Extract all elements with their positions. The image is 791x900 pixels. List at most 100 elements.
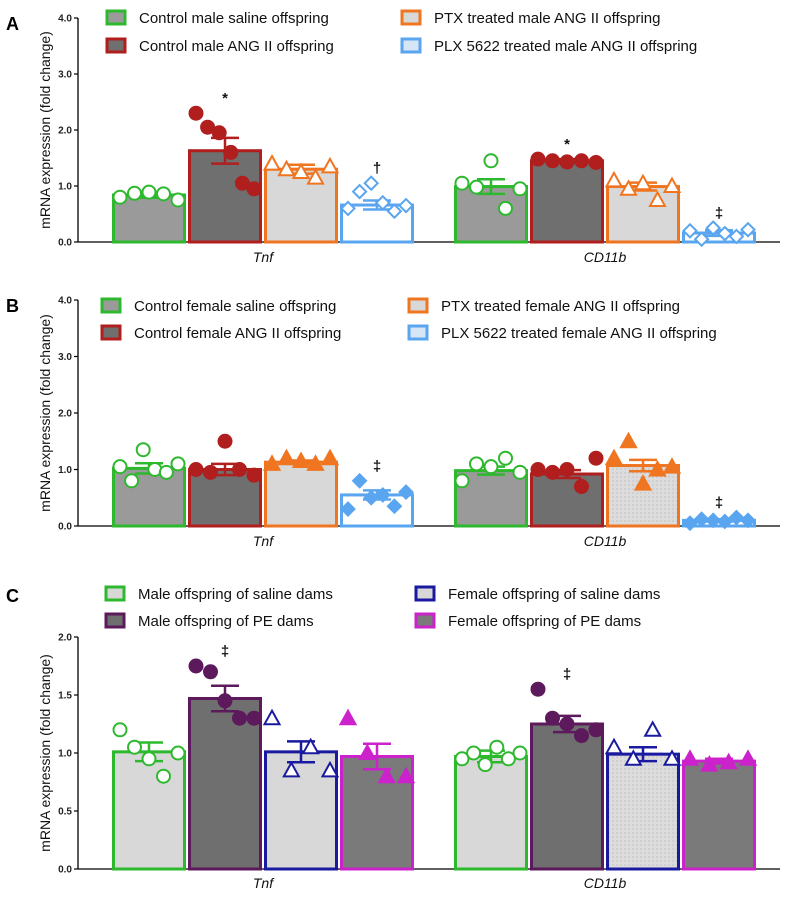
- data-point: [158, 464, 174, 480]
- bar: [606, 752, 680, 871]
- data-point: [156, 186, 171, 202]
- significance-marker: †: [373, 160, 381, 177]
- significance-marker: ‡: [563, 666, 571, 683]
- y-tick-label: 0.0: [58, 238, 72, 249]
- data-point: [500, 751, 516, 767]
- data-point: [530, 462, 546, 477]
- legend-swatch: [400, 37, 422, 54]
- data-point: [217, 693, 233, 709]
- bar: [188, 149, 262, 244]
- data-point: [358, 743, 377, 760]
- data-point: [728, 228, 745, 245]
- data-point: [512, 745, 528, 761]
- bar: [112, 466, 186, 528]
- panel-c: C 0.0 0.5 1.0 1.5 2.0 mRNA expression (fold ch…: [6, 585, 780, 891]
- data-point: [398, 197, 414, 214]
- category-label: Tnf: [253, 249, 275, 265]
- data-point: [232, 462, 247, 477]
- data-point: [662, 749, 682, 766]
- bar: [530, 722, 604, 871]
- significance-marker: *: [222, 90, 228, 107]
- bar: [454, 754, 528, 871]
- data-point: [217, 433, 233, 449]
- significance-marker: ‡: [715, 495, 723, 512]
- legend-label: Female offspring of saline dams: [448, 586, 660, 603]
- bar: [454, 185, 528, 244]
- y-axis-label: mRNA expression (fold change): [37, 314, 53, 512]
- data-point: [135, 442, 151, 458]
- data-point: [545, 464, 560, 480]
- data-point: [740, 512, 756, 529]
- data-point: [693, 511, 710, 528]
- legend-label: Control female ANG II offspring: [134, 325, 341, 342]
- bar: [264, 750, 338, 871]
- data-point: [716, 513, 733, 530]
- legend-label: Control male saline offspring: [139, 10, 329, 27]
- bar: [530, 472, 604, 528]
- data-point: [200, 119, 216, 135]
- legend-swatch: [105, 9, 127, 26]
- data-point: [680, 749, 700, 766]
- data-point: [477, 757, 493, 773]
- data-point: [574, 728, 589, 744]
- data-point: [633, 173, 653, 191]
- data-point: [559, 462, 575, 477]
- data-point: [374, 487, 391, 503]
- category-label: CD11b: [584, 875, 627, 891]
- data-point: [203, 664, 218, 680]
- data-point: [386, 203, 403, 220]
- data-point: [262, 154, 282, 171]
- data-point: [719, 752, 738, 770]
- data-point: [604, 170, 624, 188]
- y-tick-label: 0.5: [58, 807, 72, 818]
- legend-swatch: [100, 297, 122, 314]
- data-point: [188, 105, 204, 121]
- data-point: [246, 181, 262, 197]
- data-point: [483, 459, 499, 475]
- data-point: [211, 125, 227, 141]
- category-label: Tnf: [253, 875, 275, 891]
- data-point: [291, 451, 311, 469]
- data-point: [306, 168, 325, 185]
- significance-marker: *: [564, 136, 570, 153]
- data-point: [643, 720, 662, 737]
- data-point: [619, 431, 638, 449]
- data-point: [170, 456, 186, 472]
- data-point: [483, 153, 499, 169]
- data-point: [454, 473, 470, 489]
- data-point: [320, 760, 340, 778]
- data-point: [619, 179, 638, 196]
- significance-marker: ‡: [715, 205, 723, 222]
- data-point: [512, 181, 528, 197]
- data-point: [728, 509, 745, 526]
- legend-label: Female offspring of PE dams: [448, 613, 641, 630]
- data-point: [530, 151, 546, 167]
- data-point: [682, 222, 698, 239]
- data-point: [559, 154, 575, 170]
- bar: [606, 185, 680, 244]
- data-point: [363, 175, 380, 192]
- data-point: [374, 194, 391, 211]
- data-point: [351, 183, 368, 200]
- data-point: [363, 489, 380, 506]
- data-point: [246, 710, 262, 726]
- data-point: [588, 154, 604, 170]
- legend-label: PTX treated male ANG II offspring: [434, 10, 661, 27]
- data-point: [320, 156, 340, 174]
- data-point: [700, 755, 719, 772]
- data-point: [277, 448, 296, 466]
- y-tick-label: 4.0: [58, 14, 72, 25]
- legend-swatch: [414, 612, 436, 629]
- data-point: [170, 745, 186, 761]
- data-point: [705, 512, 722, 529]
- data-point: [574, 153, 589, 169]
- legend-label: PLX 5622 treated male ANG II offspring: [434, 38, 697, 55]
- data-point: [340, 501, 356, 517]
- significance-marker: ‡: [373, 458, 381, 475]
- data-point: [574, 478, 589, 494]
- data-point: [530, 681, 546, 697]
- data-point: [188, 462, 204, 477]
- legend-label: Control female saline offspring: [134, 298, 336, 315]
- bar: [682, 759, 756, 871]
